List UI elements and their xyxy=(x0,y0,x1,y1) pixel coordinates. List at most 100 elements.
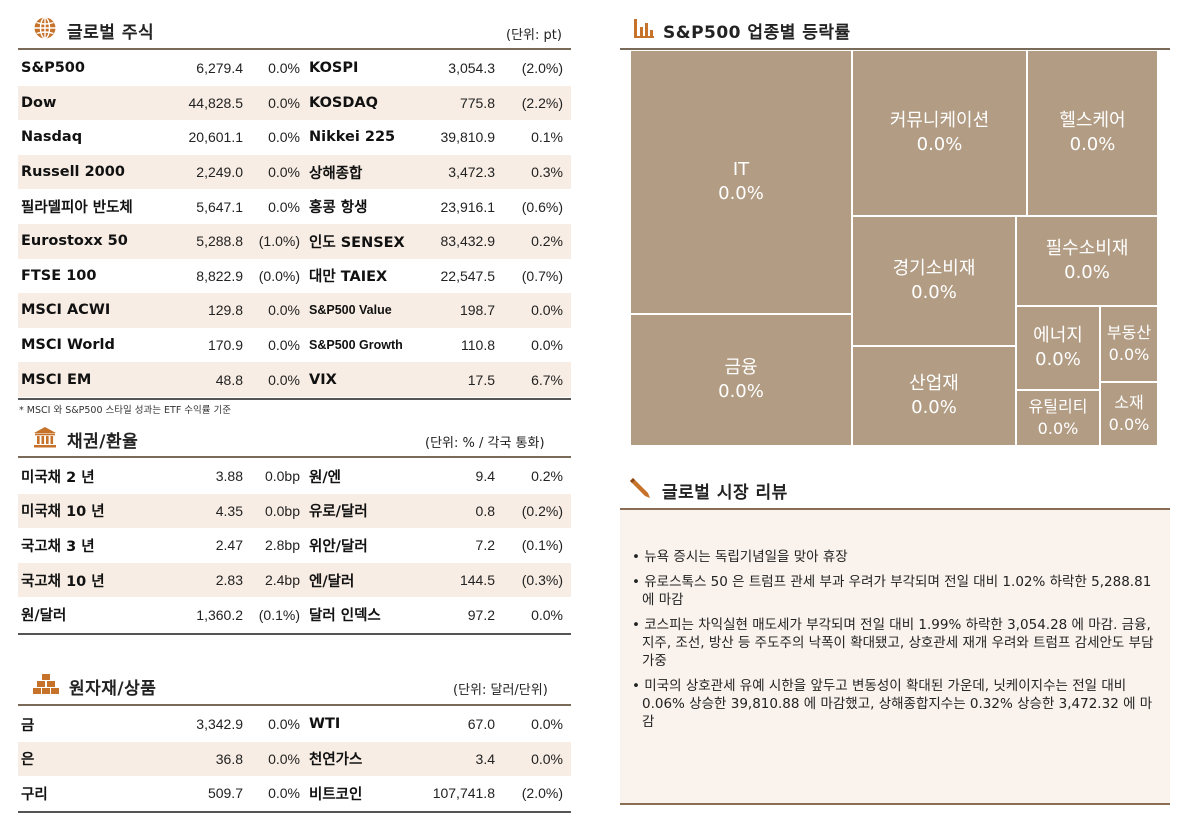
treemap-cell-label: 경기소비재 xyxy=(892,257,976,279)
row-value: 4.35 xyxy=(166,493,243,529)
table-row: Dow 44,828.5 0.0% KOSDAQ 775.8 (2.2%) xyxy=(18,85,571,121)
row-change: (0.6%) xyxy=(521,198,563,215)
table-row: MSCI ACWI 129.8 0.0% S&P500 Value 198.7 0.0% xyxy=(18,293,571,328)
row-value: 3.88 xyxy=(215,468,243,485)
row-value: 3,342.9 xyxy=(196,716,243,733)
row-value: 144.5 xyxy=(421,562,501,598)
pen-icon xyxy=(628,476,652,504)
row-name: 천연가스 xyxy=(306,741,421,777)
bonds-fx-table: 미국채 2 년 3.88 0.0bp 원/엔 9.4 0.2% 미국채 10 년 4.35 0.… xyxy=(18,459,571,632)
row-change: (0.1%) xyxy=(521,537,563,554)
row-value: 6,279.4 xyxy=(196,60,243,77)
sector-map-header: S&P500 업종별 등락률 xyxy=(633,16,851,44)
row-change: 0.0% xyxy=(243,741,306,777)
global-stocks-title: 글로벌 주식 xyxy=(67,22,155,43)
treemap-cell-value: 0.0% xyxy=(1064,262,1110,283)
treemap-cell-consumer-staples: 필수소비재 0.0% xyxy=(1016,216,1158,306)
global-stocks-bottom-rule xyxy=(18,398,571,400)
global-stocks-table: S&P500 6,279.4 0.0% KOSPI 3,054.3 (2.0%) Dow 44… xyxy=(18,51,571,397)
row-change: (2.0%) xyxy=(521,785,563,802)
row-change: 2.8bp xyxy=(264,537,300,554)
bonds-fx-top-rule xyxy=(18,456,571,458)
row-change: 0.0% xyxy=(501,741,571,777)
row-change: 0.0% xyxy=(268,198,300,215)
commodities-header: 원자재/상품 xyxy=(33,672,156,700)
row-name: Dow xyxy=(18,85,166,121)
row-value: 170.9 xyxy=(207,337,243,354)
row-name: 유로/달러 xyxy=(306,493,421,529)
table-row: 구리 509.7 0.0% 비트코인 107,741.8 (2.0%) xyxy=(18,776,571,811)
table-row: 국고채 3 년 2.47 2.8bp 위안/달러 7.2 (0.1%) xyxy=(18,528,571,563)
commodities-unit: (단위: 달러/단위) xyxy=(453,683,548,698)
review-item: 뉴욕 증시는 독립기념일을 맞아 휴장 xyxy=(630,548,1160,566)
row-change: 0.0bp xyxy=(243,493,306,529)
bar-chart-icon xyxy=(633,17,655,43)
row-change: 0.0% xyxy=(268,129,300,146)
treemap-cell-label: 헬스케어 xyxy=(1059,109,1126,131)
global-stocks-unit: (단위: pt) xyxy=(506,28,562,43)
row-change: 0.0% xyxy=(268,337,300,354)
row-value: 129.8 xyxy=(166,293,243,328)
review-list: 뉴욕 증시는 독립기념일을 맞아 휴장 유로스톡스 50 은 트럼프 관세 부과… xyxy=(620,510,1170,731)
row-value: 3,054.3 xyxy=(448,60,495,77)
global-stocks-header: 글로벌 주식 xyxy=(33,16,154,44)
row-value: 1,360.2 xyxy=(196,606,243,623)
row-name: 엔/달러 xyxy=(306,562,421,598)
row-change: 0.0% xyxy=(268,60,300,77)
row-change: 0.0% xyxy=(531,716,563,733)
treemap-cell-label: 소재 xyxy=(1114,393,1144,413)
commodities-bottom-rule xyxy=(18,811,571,813)
row-change: 0.0% xyxy=(243,85,306,121)
table-row: 원/달러 1,360.2 (0.1%) 달러 인덱스 97.2 0.0% xyxy=(18,597,571,632)
row-name: S&P500 Value xyxy=(306,293,421,328)
bonds-fx-title: 채권/환율 xyxy=(67,431,139,452)
row-change: (1.0%) xyxy=(243,223,306,259)
row-name: S&P500 Growth xyxy=(309,338,403,353)
review-item: 미국의 상호관세 유예 시한을 앞두고 변동성이 확대된 가운데, 닛케이지수는… xyxy=(630,677,1160,731)
commodities-top-rule xyxy=(18,704,571,706)
table-row: MSCI World 170.9 0.0% S&P500 Growth 110.8 0.0… xyxy=(18,328,571,363)
row-name: MSCI World xyxy=(21,337,115,354)
row-change: 0.3% xyxy=(501,154,571,190)
row-value: 39,810.9 xyxy=(440,129,496,146)
sector-map-title: S&P500 업종별 등락률 xyxy=(663,22,851,43)
table-row: 금 3,342.9 0.0% WTI 67.0 0.0% xyxy=(18,707,571,742)
treemap-cell-value: 0.0% xyxy=(1035,349,1081,370)
row-name: 금 xyxy=(21,717,35,734)
treemap-cell-value: 0.0% xyxy=(1037,419,1079,438)
row-name: 원/달러 xyxy=(21,608,67,625)
row-value: 5,288.8 xyxy=(166,223,243,259)
row-name: 미국채 2 년 xyxy=(21,469,95,486)
row-name: 원/엔 xyxy=(309,469,341,486)
row-change: 0.0% xyxy=(268,785,300,802)
commodities-title: 원자재/상품 xyxy=(69,678,157,699)
row-name: FTSE 100 xyxy=(21,267,97,284)
row-name: 대만 TAIEX xyxy=(309,269,388,286)
row-change: (0.2%) xyxy=(501,493,571,529)
row-name: S&P500 xyxy=(21,60,85,77)
treemap-cell-value: 0.0% xyxy=(916,134,963,155)
treemap-cell-label: 부동산 xyxy=(1106,323,1152,343)
treemap-cell-industrials: 산업재 0.0% xyxy=(852,346,1016,446)
treemap-cell-value: 0.0% xyxy=(1108,415,1150,434)
row-value: 83,432.9 xyxy=(421,223,501,259)
row-value: 9.4 xyxy=(475,468,495,485)
treemap-cell-value: 0.0% xyxy=(911,397,957,418)
review-box: 뉴욕 증시는 독립기념일을 맞아 휴장 유로스톡스 50 은 트럼프 관세 부과… xyxy=(620,508,1170,805)
row-change: 0.0% xyxy=(243,154,306,190)
row-change: (2.0%) xyxy=(521,60,563,77)
row-value: 17.5 xyxy=(421,362,501,397)
row-change: 0.0% xyxy=(531,606,563,623)
sector-map-top-rule xyxy=(620,48,1170,50)
treemap-cell-label: 산업재 xyxy=(909,372,959,394)
row-change: (0.0%) xyxy=(258,267,300,284)
review-item: 코스피는 차익실현 매도세가 부각되며 전일 대비 1.99% 하락한 3,05… xyxy=(630,616,1160,670)
row-name: KOSPI xyxy=(309,60,359,77)
row-change: 6.7% xyxy=(501,362,571,397)
row-name: 홍콩 항생 xyxy=(309,200,368,217)
row-name: Eurostoxx 50 xyxy=(18,223,166,259)
row-name: 국고채 3 년 xyxy=(21,538,95,555)
row-value: 775.8 xyxy=(421,85,501,121)
row-value: 2,249.0 xyxy=(166,154,243,190)
row-value: 198.7 xyxy=(421,293,501,328)
